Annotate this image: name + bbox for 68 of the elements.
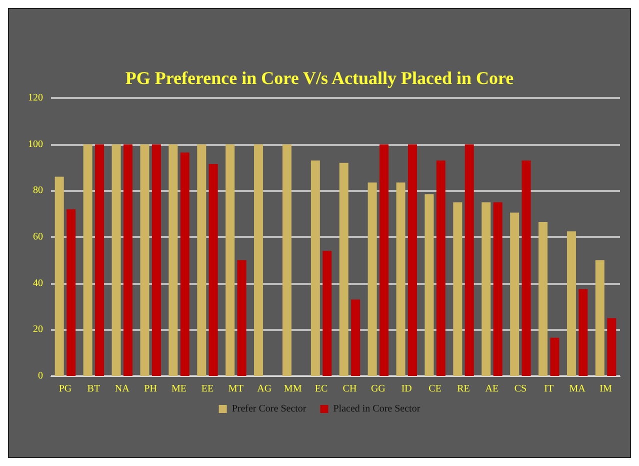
bar	[282, 144, 292, 376]
bar	[140, 144, 150, 376]
x-tick-label: MA	[569, 384, 586, 394]
x-tick-label: NA	[114, 384, 130, 394]
bar	[522, 160, 531, 376]
bar	[339, 162, 348, 376]
y-tick-label: 100	[28, 138, 43, 150]
legend-label: Prefer Core Sector	[232, 404, 307, 414]
x-tick-label: IM	[600, 384, 612, 394]
y-tick-label: 20	[33, 324, 43, 336]
y-tick-label: 40	[33, 278, 43, 289]
bar	[595, 260, 604, 376]
x-tick-label: MM	[284, 384, 302, 394]
bar	[180, 152, 190, 376]
bar	[436, 160, 446, 376]
bar	[310, 160, 320, 376]
bar	[83, 144, 92, 376]
bar	[168, 144, 178, 376]
x-tick-label: EC	[314, 384, 328, 394]
bar	[152, 144, 161, 376]
bar	[95, 144, 104, 376]
x-tick-label: BT	[87, 384, 100, 394]
bar	[123, 144, 132, 376]
bar	[322, 250, 332, 376]
bar	[493, 202, 502, 376]
bar	[408, 144, 417, 376]
bar	[66, 209, 76, 376]
bar	[237, 260, 246, 376]
bar	[510, 212, 520, 376]
x-tick-label: PH	[144, 384, 157, 394]
bar	[254, 144, 264, 376]
x-tick-label: IT	[544, 384, 554, 394]
y-tick-label: 120	[28, 92, 43, 104]
x-tick-label: PG	[58, 384, 72, 394]
chart-title: PG Preference in Core V/s Actually Placed in Core	[125, 68, 514, 88]
y-tick-label: 60	[33, 232, 43, 242]
bar	[208, 164, 218, 376]
bar	[112, 144, 121, 376]
x-tick-label: ID	[401, 384, 412, 394]
bar	[607, 318, 616, 376]
bar	[351, 300, 360, 376]
bar	[197, 144, 206, 376]
bar	[368, 182, 377, 376]
bar	[482, 202, 491, 376]
x-tick-label: CH	[342, 384, 357, 394]
x-tick-label: AE	[485, 384, 499, 394]
x-tick-label: CE	[428, 384, 442, 394]
x-tick-label: GG	[370, 384, 386, 394]
x-tick-label: ME	[172, 384, 187, 394]
legend-label: Placed in Core Sector	[333, 404, 421, 414]
x-tick-label: CS	[514, 384, 527, 394]
bar	[424, 194, 434, 376]
bar	[453, 202, 462, 376]
bar	[538, 222, 548, 376]
x-tick-label: AG	[257, 384, 272, 394]
y-tick-label: 0	[38, 370, 43, 382]
x-tick-label: MT	[228, 384, 244, 394]
bar	[396, 182, 406, 376]
bar	[226, 144, 235, 376]
x-tick-label: EE	[201, 384, 214, 394]
bar	[54, 176, 64, 376]
bar	[464, 144, 474, 376]
x-tick-label: RE	[457, 384, 470, 394]
bar	[550, 338, 560, 376]
bar	[380, 144, 389, 376]
bar	[566, 231, 576, 376]
bar	[578, 289, 588, 376]
y-tick-label: 80	[33, 185, 43, 196]
